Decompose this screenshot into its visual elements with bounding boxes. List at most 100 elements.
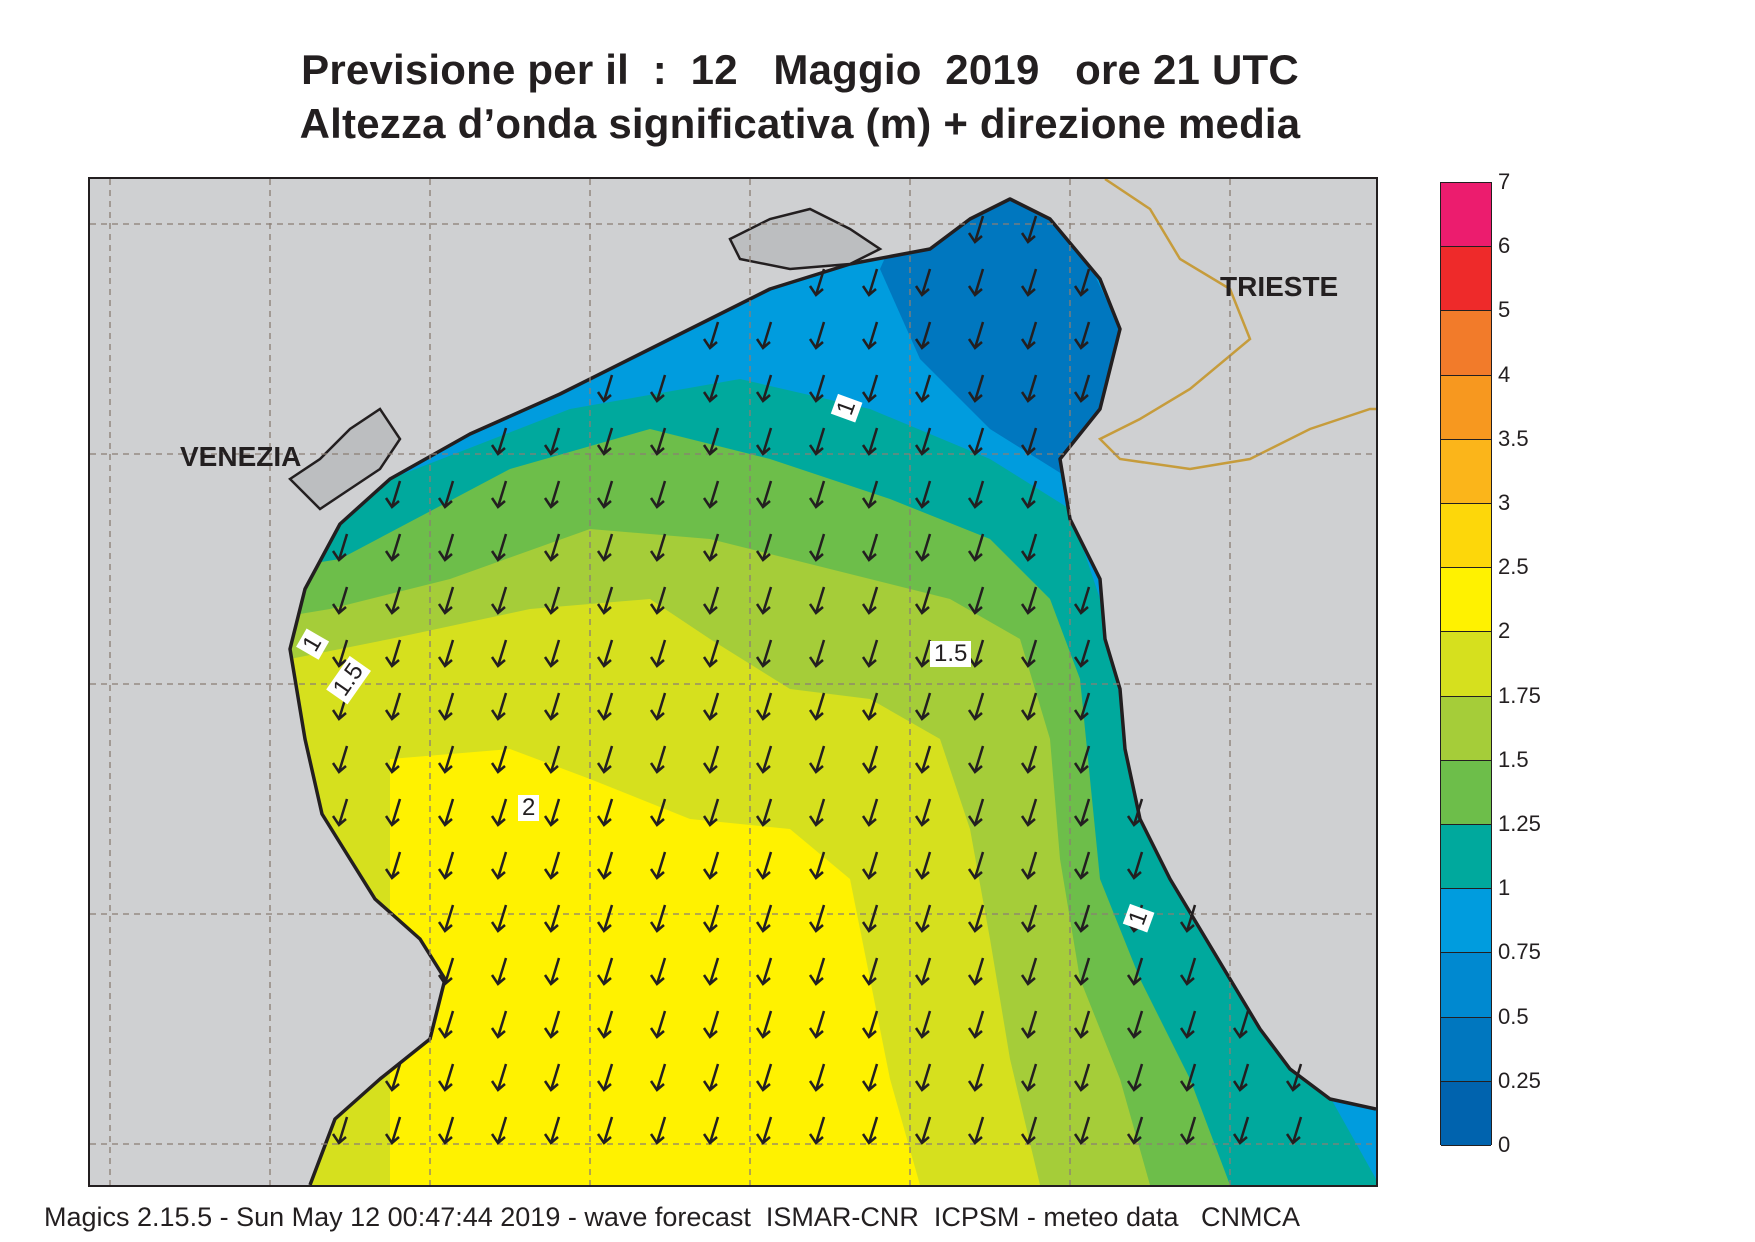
direction-arrow <box>490 480 508 509</box>
direction-arrow <box>914 957 932 986</box>
direction-arrow <box>649 1116 667 1145</box>
direction-arrow <box>596 957 614 986</box>
direction-arrow <box>543 427 561 456</box>
direction-arrow <box>808 798 826 827</box>
direction-arrow <box>755 533 773 562</box>
direction-arrow <box>437 1010 455 1039</box>
direction-arrow <box>1179 957 1197 986</box>
direction-arrow <box>596 374 614 403</box>
direction-arrow <box>914 1010 932 1039</box>
direction-arrow <box>914 533 932 562</box>
direction-arrow <box>967 533 985 562</box>
colorbar-segment <box>1441 632 1491 697</box>
direction-arrow <box>437 1116 455 1145</box>
direction-arrow <box>490 745 508 774</box>
direction-arrow <box>1020 851 1038 880</box>
direction-arrow <box>755 692 773 721</box>
colorbar-tick-label: 0.25 <box>1498 1067 1541 1093</box>
direction-arrow <box>543 904 561 933</box>
direction-arrow <box>861 904 879 933</box>
direction-arrow <box>808 904 826 933</box>
colorbar-tick-label: 6 <box>1498 233 1511 259</box>
direction-arrow <box>1126 851 1144 880</box>
direction-arrow <box>1073 639 1091 668</box>
direction-arrow <box>755 904 773 933</box>
direction-arrow <box>967 1116 985 1145</box>
direction-arrow <box>649 957 667 986</box>
direction-arrow <box>649 1010 667 1039</box>
colorbar-segment <box>1441 311 1491 376</box>
direction-arrow <box>861 798 879 827</box>
direction-arrow <box>1073 851 1091 880</box>
direction-arrow <box>384 639 402 668</box>
direction-arrow <box>914 904 932 933</box>
colorbar-tick-label: 5 <box>1498 297 1511 323</box>
direction-arrow <box>384 480 402 509</box>
direction-arrow <box>649 1063 667 1092</box>
direction-arrow <box>596 851 614 880</box>
map-title: Previsione per il : 12 Maggio 2019 ore 2… <box>301 46 1299 93</box>
colorbar-tick-label: 1.25 <box>1498 811 1541 836</box>
direction-arrow <box>702 851 720 880</box>
direction-arrow <box>649 374 667 403</box>
coastline <box>288 197 1376 1185</box>
direction-arrow <box>702 1063 720 1092</box>
direction-arrow <box>490 586 508 615</box>
direction-arrow <box>914 1063 932 1092</box>
direction-arrow <box>331 586 349 615</box>
direction-arrow <box>861 1010 879 1039</box>
direction-arrow <box>649 639 667 668</box>
direction-arrow <box>702 1116 720 1145</box>
colorbar-segment <box>1441 183 1491 248</box>
direction-arrow <box>1126 1116 1144 1145</box>
direction-arrow <box>967 851 985 880</box>
colorbar-tick-label: 4 <box>1498 361 1511 387</box>
direction-arrow <box>490 427 508 456</box>
direction-arrow <box>543 639 561 668</box>
direction-arrow <box>649 692 667 721</box>
colorbar-tick-label: 3 <box>1498 490 1511 515</box>
direction-arrow <box>543 586 561 615</box>
colorbar-tick-label: 0.75 <box>1498 939 1541 965</box>
direction-arrow <box>437 745 455 774</box>
colorbar-tick-label: 1.75 <box>1498 682 1541 708</box>
direction-arrow <box>755 374 773 403</box>
direction-arrow <box>755 586 773 615</box>
direction-arrow <box>914 798 932 827</box>
direction-arrow <box>331 1116 349 1145</box>
direction-arrow <box>861 533 879 562</box>
direction-arrow <box>861 268 879 297</box>
direction-arrow <box>1020 586 1038 615</box>
direction-arrow <box>808 1116 826 1145</box>
direction-arrow <box>967 427 985 456</box>
direction-arrow <box>437 586 455 615</box>
direction-arrow <box>1020 268 1038 297</box>
colorbar-segment <box>1441 760 1491 825</box>
direction-arrow <box>437 904 455 933</box>
direction-arrow <box>914 374 932 403</box>
direction-arrow <box>437 480 455 509</box>
direction-arrow <box>437 533 455 562</box>
direction-arrow <box>1232 1116 1250 1145</box>
colorbar-tick-label: 0 <box>1498 1132 1511 1157</box>
direction-arrow <box>755 745 773 774</box>
direction-arrow <box>437 692 455 721</box>
direction-arrow <box>755 639 773 668</box>
direction-arrow <box>702 745 720 774</box>
direction-arrow <box>543 957 561 986</box>
colorbar-segment <box>1441 439 1491 504</box>
direction-arrow <box>755 798 773 827</box>
direction-arrow <box>596 1116 614 1145</box>
direction-arrow <box>490 1116 508 1145</box>
direction-arrow <box>490 904 508 933</box>
direction-arrow <box>808 745 826 774</box>
direction-arrow <box>808 851 826 880</box>
direction-arrow <box>755 1116 773 1145</box>
direction-arrow <box>967 904 985 933</box>
direction-arrow <box>596 480 614 509</box>
direction-arrow <box>1020 639 1038 668</box>
colorbar-tick-label: 1 <box>1498 875 1511 901</box>
direction-arrow <box>1073 904 1091 933</box>
direction-arrow <box>1073 798 1091 827</box>
colorbar-segment <box>1441 375 1491 440</box>
